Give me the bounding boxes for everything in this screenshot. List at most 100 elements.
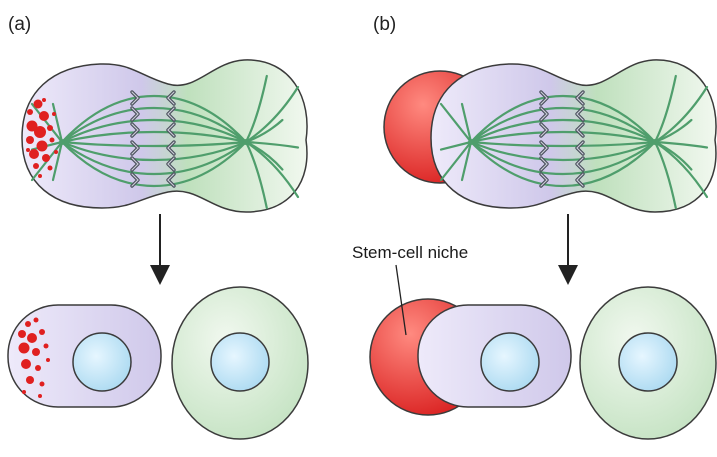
spindle-fiber [469, 140, 657, 162]
chromosome-highlight [131, 157, 139, 171]
chromosome-highlight [167, 107, 175, 121]
chromosome-highlight [540, 173, 548, 187]
astral-ray [653, 140, 709, 149]
spindle-fiber [60, 118, 248, 144]
centrosome [652, 139, 658, 145]
mitotic-spindle [439, 74, 709, 210]
chromosome-highlight [576, 107, 584, 121]
astral-ray [653, 74, 677, 144]
panel-a [7, 59, 309, 440]
centrosome [243, 139, 249, 145]
spindle-fiber [60, 140, 248, 188]
astral-ray [439, 140, 473, 182]
spindle-fiber [469, 106, 657, 144]
astral-ray [439, 102, 473, 144]
fate-determinant [39, 111, 49, 121]
astral-ray [653, 140, 677, 210]
dividing-cell-membrane [21, 59, 308, 213]
fate-determinant [39, 381, 45, 387]
chromosome-highlight [576, 173, 584, 187]
spindle-fiber [60, 140, 248, 176]
chromosome-highlight [167, 123, 175, 137]
mitotic-spindle [30, 74, 300, 210]
stem-cell-niche-label: Stem-cell niche [352, 243, 468, 262]
chromosome-highlight [131, 173, 139, 187]
spindle-fiber [60, 106, 248, 144]
spindle-fiber [469, 140, 657, 188]
astral-ray [460, 140, 473, 182]
chromosome-highlight [576, 91, 584, 105]
astral-ray [439, 140, 473, 151]
fate-determinant [46, 358, 50, 362]
spindle-fiber [469, 140, 657, 148]
panel-b: Stem-cell niche [352, 59, 717, 440]
fate-determinant [26, 136, 34, 144]
callout-leader-line [395, 264, 407, 336]
chromosome-highlight [167, 173, 175, 187]
dividing-cell-b [430, 59, 717, 213]
astral-ray [460, 102, 473, 144]
centrosome [468, 139, 474, 145]
fate-determinant [21, 359, 31, 369]
cell-fate-determinants-daughter [18, 317, 50, 398]
fate-determinant [33, 163, 39, 169]
astral-ray [653, 85, 709, 144]
fate-determinant [33, 317, 39, 323]
chromosome-highlight [167, 91, 175, 105]
fate-determinant [35, 365, 41, 371]
daughter-cells-a [7, 286, 309, 440]
astral-ray [244, 140, 268, 210]
chromosome-group [130, 90, 176, 188]
spindle-fiber [60, 140, 248, 162]
chromosome-highlight [131, 141, 139, 155]
fate-determinant [49, 137, 55, 143]
dividing-cell-a [21, 59, 308, 213]
chromosome-highlight [167, 157, 175, 171]
spindle-fiber [469, 140, 657, 176]
fate-determinant [43, 343, 49, 349]
chromosome-group [539, 90, 585, 188]
astral-ray [244, 140, 284, 171]
chromosome-highlight [540, 123, 548, 137]
spindle-fiber [60, 94, 248, 144]
astral-ray [244, 118, 284, 144]
fate-determinant [38, 174, 42, 178]
nucleus [72, 332, 132, 392]
spindle-fiber [469, 130, 657, 144]
chromosome-highlight [576, 123, 584, 137]
spindle-fiber [469, 94, 657, 144]
fate-determinant [18, 342, 30, 354]
panel-label-a: (a) [8, 14, 31, 35]
daughter-cells-b [369, 286, 717, 440]
fate-determinant [27, 333, 37, 343]
astral-ray [51, 140, 64, 182]
astral-ray [244, 140, 300, 149]
chromosome-highlight [540, 107, 548, 121]
fate-determinant [26, 376, 34, 384]
fate-determinant [54, 150, 58, 154]
nucleus [480, 332, 540, 392]
astral-ray [244, 85, 300, 144]
centrosome [59, 139, 65, 145]
fate-determinant [25, 321, 31, 327]
fate-determinant [26, 148, 30, 152]
chromosome-highlight [131, 91, 139, 105]
fate-determinant [22, 390, 26, 394]
fate-determinant [36, 140, 48, 152]
panel-label-b: (b) [373, 14, 396, 35]
fate-determinant [34, 126, 46, 138]
astral-ray [653, 140, 693, 171]
fate-determinant [26, 120, 38, 132]
fate-determinant [39, 329, 45, 335]
fate-determinant [27, 109, 33, 115]
chromosome-highlight [540, 157, 548, 171]
fate-determinant [29, 149, 39, 159]
spindle-fiber [469, 118, 657, 144]
cell-fate-determinants [26, 98, 58, 178]
chromosome-highlight [540, 91, 548, 105]
astral-ray [653, 118, 693, 144]
fate-determinant [42, 98, 46, 102]
fate-determinant [47, 125, 53, 131]
nucleus [210, 332, 270, 392]
